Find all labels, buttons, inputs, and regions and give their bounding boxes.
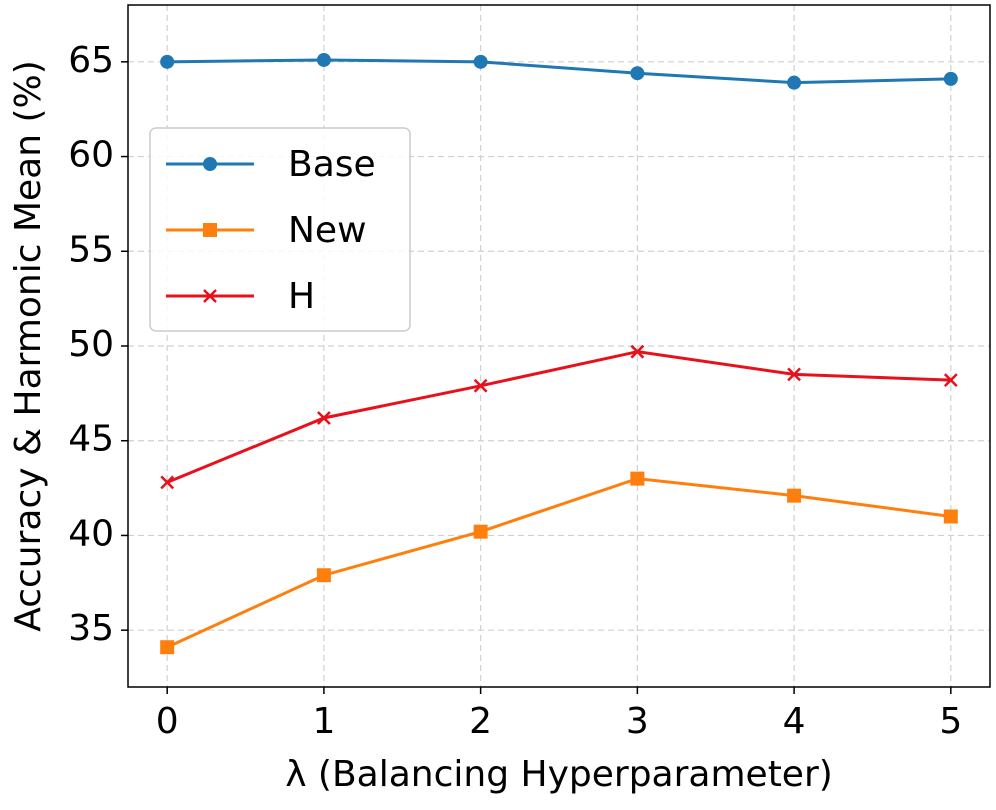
legend-label: H bbox=[288, 276, 315, 317]
legend-marker bbox=[203, 223, 217, 237]
y-tick-label: 60 bbox=[68, 135, 114, 176]
point bbox=[473, 54, 488, 69]
legend-marker bbox=[203, 157, 217, 171]
series-line bbox=[166, 477, 952, 649]
plot-frame bbox=[127, 4, 991, 688]
y-axis-label: Accuracy & Harmonic Mean (%) bbox=[8, 60, 49, 632]
x-tick-label: 1 bbox=[312, 701, 335, 742]
point bbox=[473, 524, 488, 539]
point bbox=[943, 509, 958, 524]
legend-marker bbox=[203, 289, 217, 303]
y-tick-label: 50 bbox=[68, 324, 114, 365]
x-tick-label: 5 bbox=[939, 701, 962, 742]
point bbox=[630, 66, 645, 81]
legend-box bbox=[149, 127, 411, 332]
point bbox=[943, 373, 958, 387]
series-line bbox=[167, 58, 951, 85]
y-tick-label: 40 bbox=[68, 513, 114, 554]
legend-label: New bbox=[288, 210, 367, 251]
point bbox=[787, 488, 802, 503]
point bbox=[316, 568, 331, 583]
x-tick-label: 4 bbox=[783, 701, 806, 742]
x-axis-label: λ (Balancing Hyperparameter) bbox=[285, 754, 833, 795]
y-tick-label: 65 bbox=[68, 40, 114, 81]
x-tick-label: 3 bbox=[626, 701, 649, 742]
y-tick-label: 55 bbox=[68, 229, 114, 270]
point bbox=[317, 411, 331, 425]
point bbox=[787, 75, 802, 90]
series-line bbox=[166, 350, 951, 484]
point bbox=[630, 471, 645, 486]
legend-label: Base bbox=[288, 144, 376, 185]
point bbox=[160, 640, 175, 655]
point bbox=[787, 367, 801, 382]
point bbox=[630, 344, 645, 359]
point bbox=[943, 71, 958, 86]
x-tick-label: 0 bbox=[156, 701, 179, 742]
point bbox=[160, 54, 175, 69]
y-tick-label: 45 bbox=[68, 419, 114, 460]
point bbox=[160, 475, 175, 490]
y-tick-label: 35 bbox=[68, 608, 114, 649]
point bbox=[316, 52, 331, 67]
point bbox=[473, 378, 488, 393]
x-tick-label: 2 bbox=[469, 701, 492, 742]
